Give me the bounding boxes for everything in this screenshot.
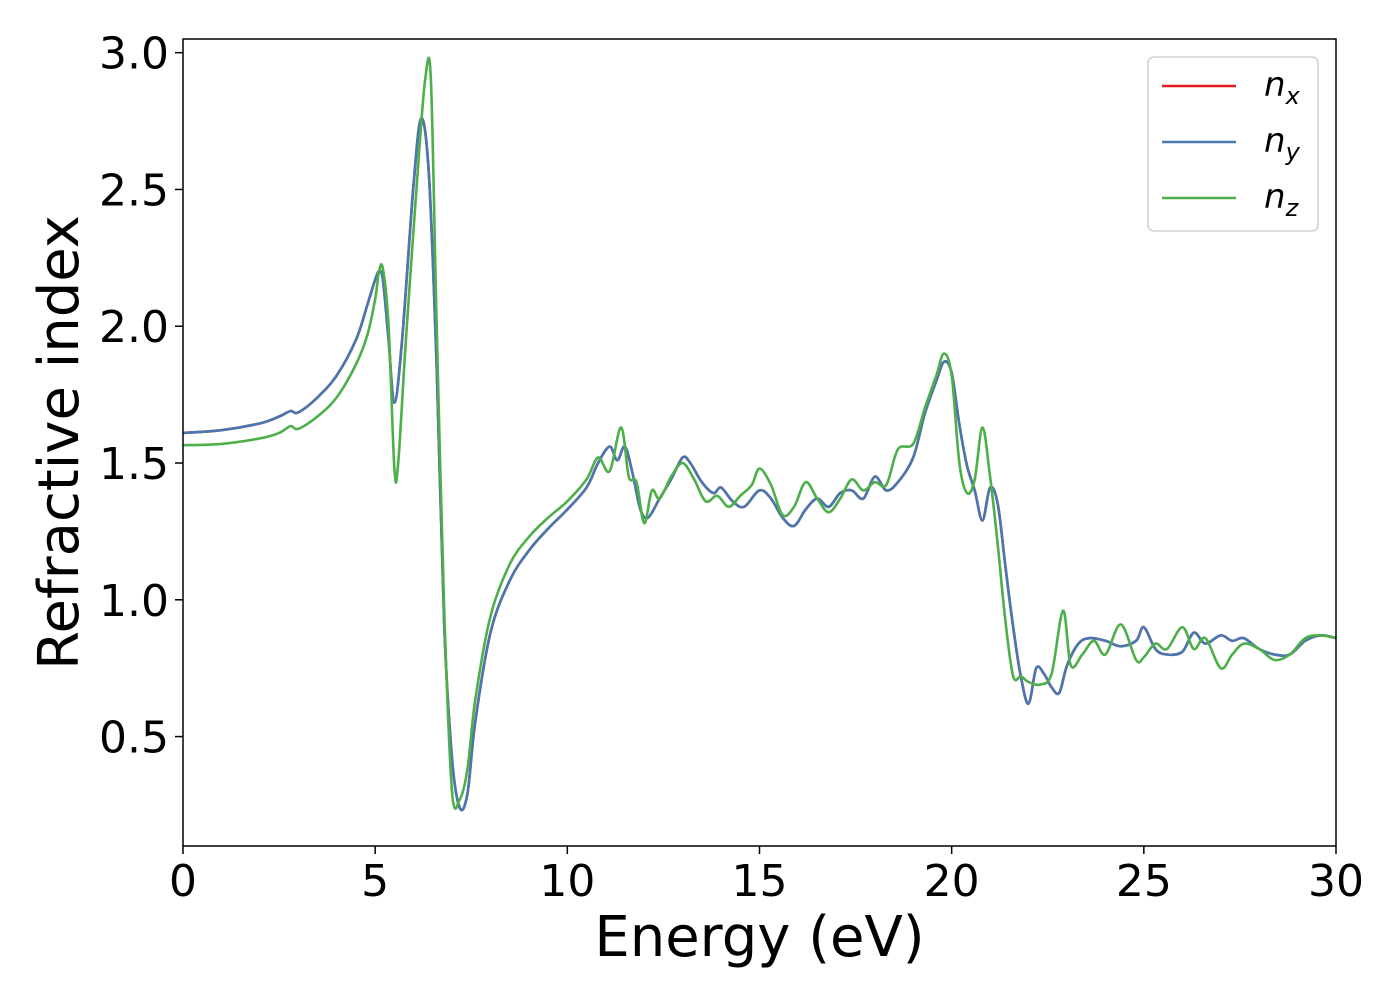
- legend-label-sub: z: [1285, 194, 1300, 222]
- x-axis-label: Energy (eV): [594, 905, 924, 970]
- x-tick-label: 25: [1116, 856, 1172, 907]
- x-axis-ticks: 0 5 10 15 20 25 30: [169, 846, 1364, 907]
- x-tick-label: 20: [924, 856, 980, 907]
- legend-box: [1147, 56, 1319, 232]
- y-axis-label: Refractive index: [27, 215, 92, 670]
- series-line-y: [183, 116, 1336, 812]
- legend-label-x: nx: [1264, 65, 1301, 110]
- series-lines: [183, 56, 1336, 812]
- x-tick-label: 0: [169, 856, 197, 907]
- y-tick-label: 3.0: [99, 29, 169, 80]
- x-tick-label: 15: [732, 856, 788, 907]
- legend-label-sub: y: [1285, 138, 1301, 166]
- legend-label-sub: x: [1285, 82, 1301, 110]
- x-tick-label: 30: [1308, 856, 1364, 907]
- y-axis-ticks: 0.5 1.0 1.5 2.0 2.5 3.0: [99, 29, 183, 764]
- legend-label-z: nz: [1264, 177, 1300, 222]
- y-tick-label: 1.0: [99, 576, 169, 627]
- y-tick-label: 0.5: [99, 713, 169, 764]
- y-tick-label: 1.5: [99, 439, 169, 490]
- legend-label-main: n: [1264, 65, 1286, 105]
- legend-label-main: n: [1264, 121, 1286, 161]
- legend-label-main: n: [1264, 177, 1286, 217]
- y-tick-label: 2.5: [99, 165, 169, 216]
- x-tick-label: 10: [539, 856, 595, 907]
- legend-label-y: ny: [1264, 121, 1301, 166]
- x-tick-label: 5: [361, 856, 389, 907]
- series-line-z: [183, 56, 1336, 810]
- y-tick-label: 2.0: [99, 302, 169, 353]
